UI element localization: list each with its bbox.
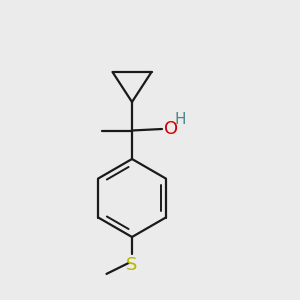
Text: O: O — [164, 120, 178, 138]
Text: H: H — [175, 112, 186, 128]
Text: S: S — [126, 256, 138, 274]
